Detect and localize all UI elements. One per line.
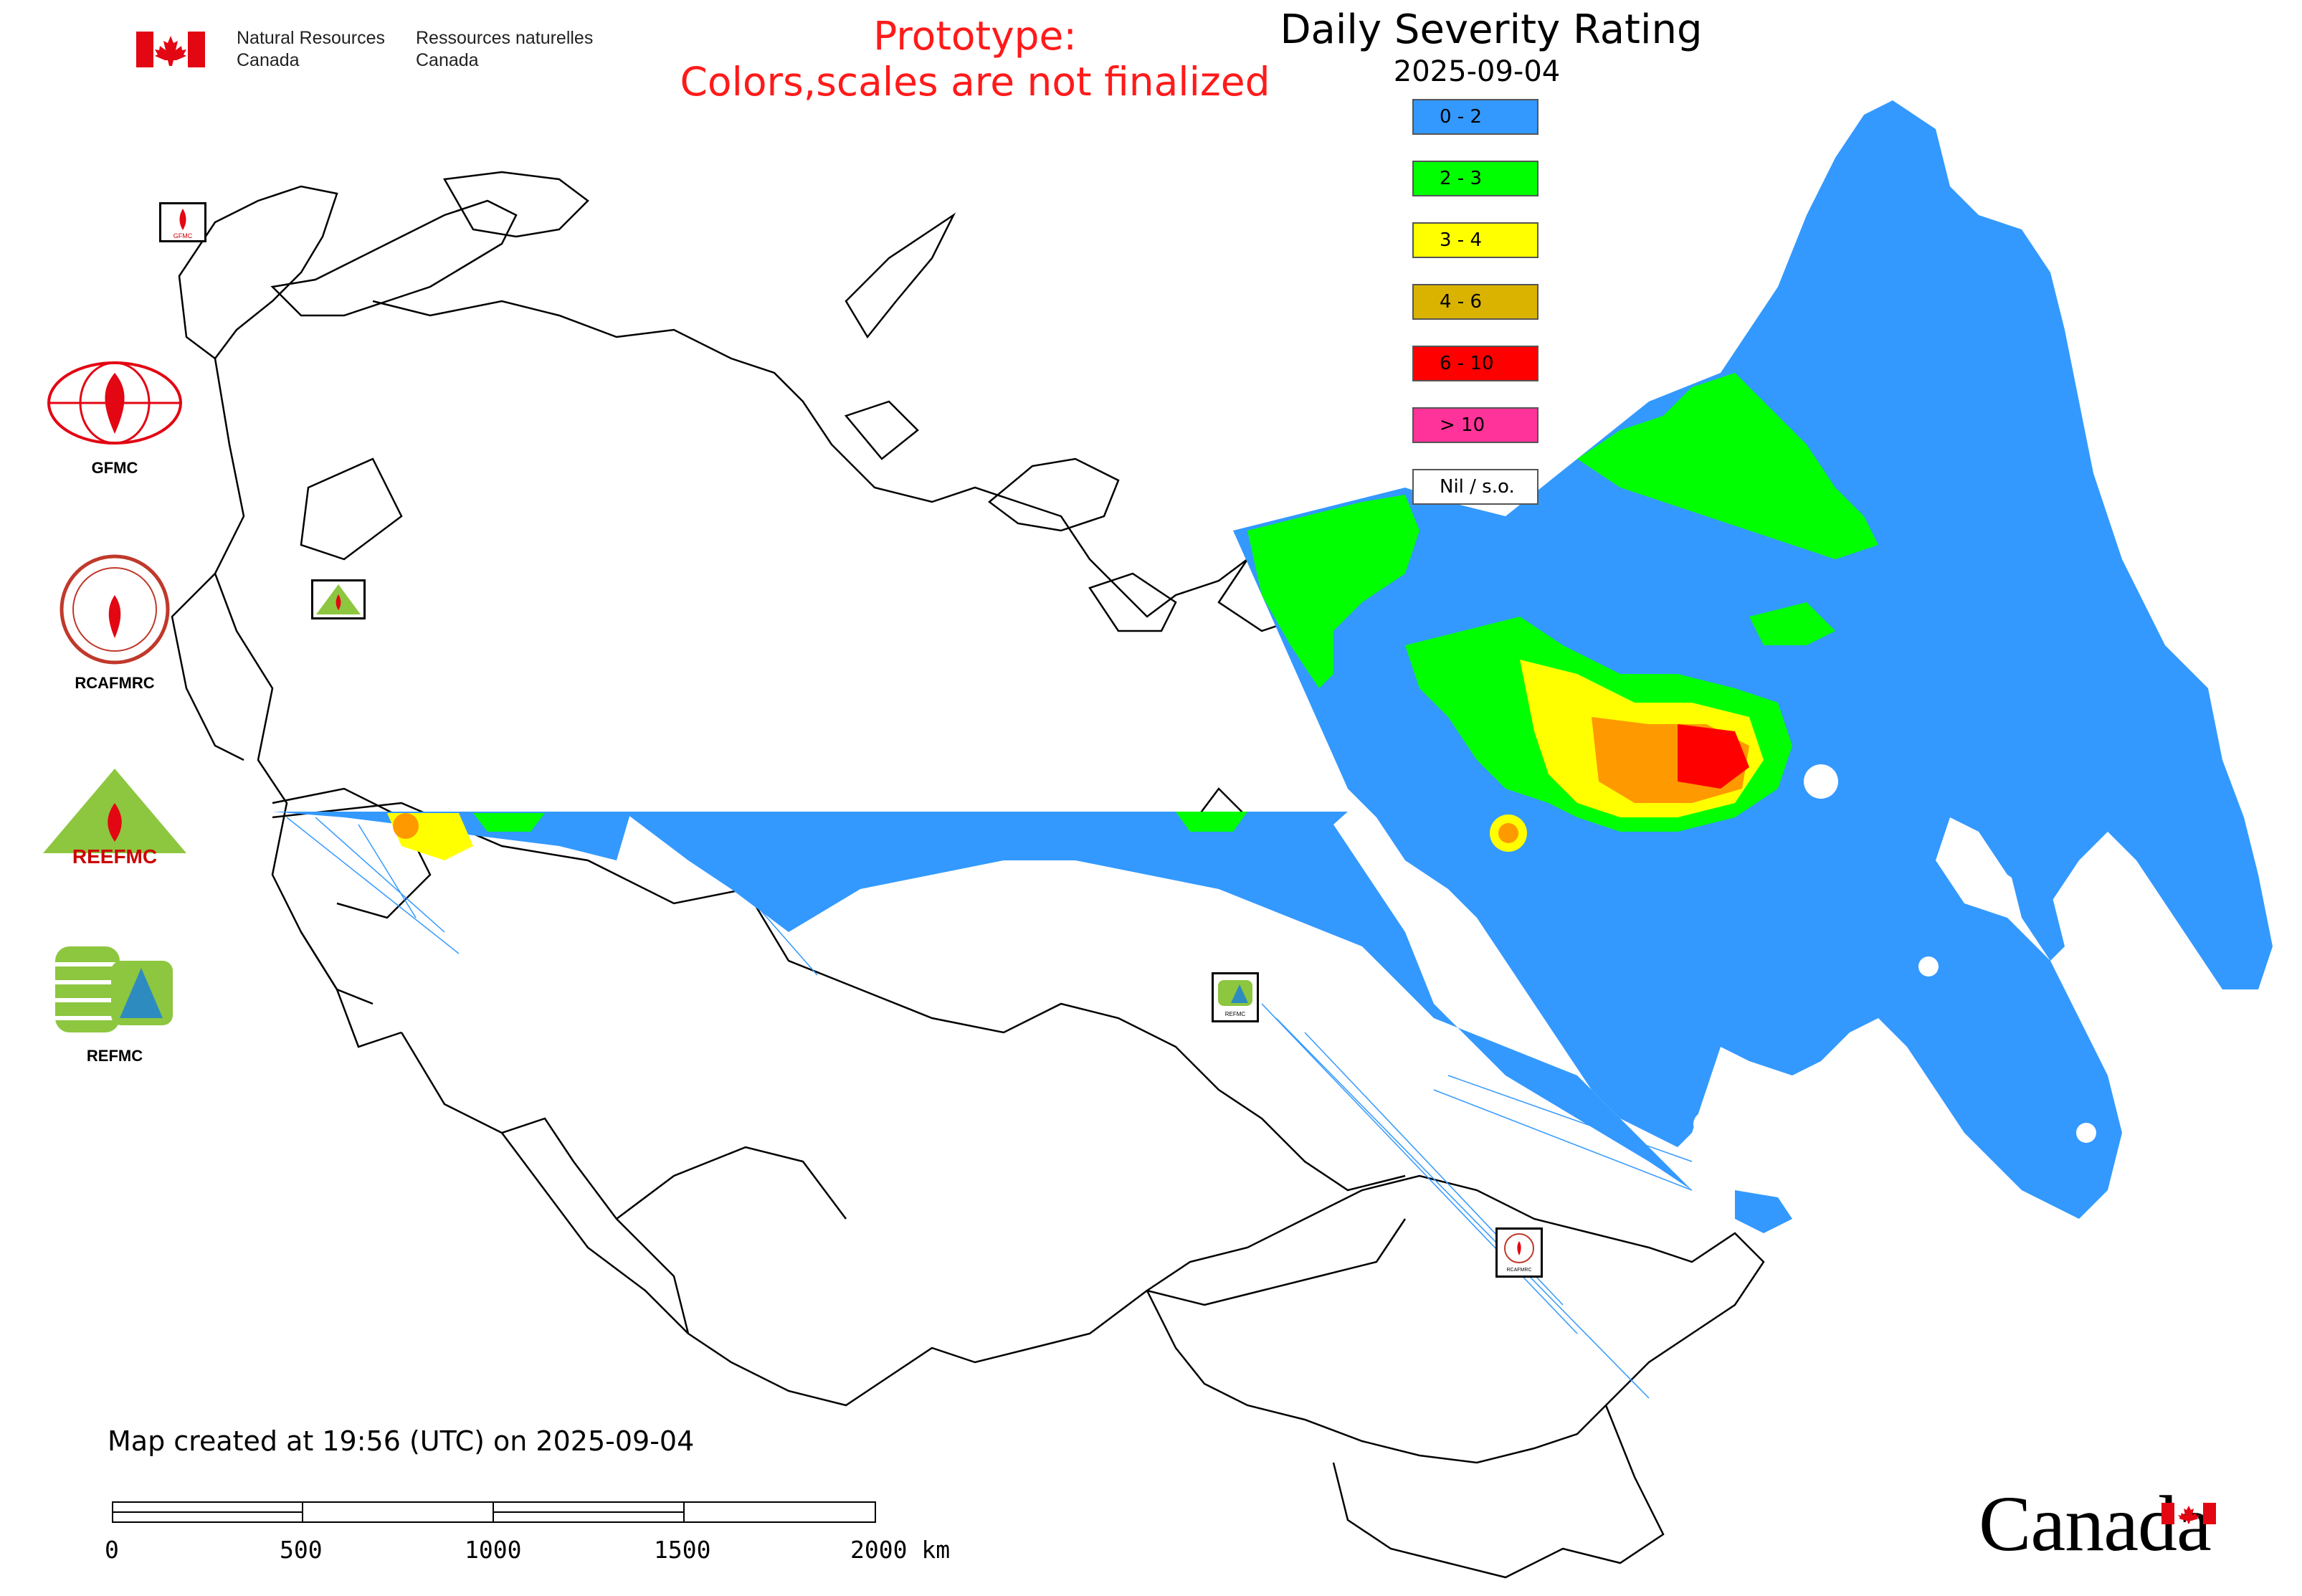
legend-item: > 10 — [1412, 407, 1538, 443]
refmc-label: REFMC — [86, 1047, 143, 1065]
legend-item: 2 - 3 — [1412, 161, 1538, 196]
refmc-logo-icon — [55, 946, 173, 1032]
scale-label: 2000 km — [850, 1536, 951, 1564]
map-marker-rcafmrc[interactable]: RCAFMRC — [1495, 1227, 1543, 1278]
legend-label: Nil / s.o. — [1440, 476, 1515, 498]
scale-label: 500 — [280, 1536, 323, 1564]
legend-item: 4 - 6 — [1412, 284, 1538, 320]
rcafmrc-logo-icon — [60, 554, 170, 665]
scale-label: 1000 — [465, 1536, 522, 1564]
legend-item: Nil / s.o. — [1412, 469, 1538, 505]
legend-label: 4 - 6 — [1440, 291, 1482, 313]
prototype-line2: Colors,scales are not finalized — [680, 59, 1270, 105]
gfmc-label: GFMC — [91, 459, 138, 477]
map-created-note: Map created at 19:56 (UTC) on 2025-09-04 — [108, 1425, 695, 1457]
prototype-notice: Prototype: Colors,scales are not finaliz… — [660, 13, 1290, 105]
map-marker-gfmc[interactable]: GFMC — [159, 202, 206, 242]
rcafmrc-marker-label: RCAFMRC — [1507, 1268, 1532, 1273]
raster-artifact-band — [272, 812, 1693, 1399]
map-marker-refmc[interactable]: REFMC — [1212, 972, 1259, 1022]
rcafmrc-logo: RCAFMRC — [36, 552, 194, 693]
gfmc-logo-icon — [47, 361, 182, 445]
legend-item: 0 - 2 — [1412, 99, 1538, 135]
refmc-marker-icon: REFMC — [1218, 980, 1252, 1017]
legend-label: > 10 — [1440, 414, 1485, 436]
legend-label: 3 - 4 — [1440, 229, 1482, 251]
prototype-line1: Prototype: — [873, 13, 1077, 59]
reefmc-logo-icon: REEFMC — [43, 769, 186, 868]
gfmc-marker-label: GFMC — [173, 232, 193, 239]
department-en-line1: Natural Resources — [237, 28, 386, 48]
canada-flag-icon — [136, 32, 205, 67]
legend-label: 6 - 10 — [1440, 353, 1494, 374]
gfmc-logo: GFMC — [36, 358, 194, 478]
department-name-fr: Ressources naturelles Canada — [416, 27, 593, 72]
legend-item: 3 - 4 — [1412, 222, 1538, 258]
legend-label: 0 - 2 — [1440, 106, 1482, 128]
department-fr-line1: Ressources naturelles — [416, 28, 594, 48]
department-en-line2: Canada — [237, 50, 300, 70]
scale-label: 1500 — [654, 1536, 711, 1564]
gfmc-marker-icon: GFMC — [173, 209, 193, 239]
wordmark-flag-icon — [2161, 1503, 2216, 1524]
refmc-logo: REFMC — [36, 939, 194, 1065]
country-boundaries — [171, 171, 1765, 1579]
map-title: Daily Severity Rating — [1280, 6, 1703, 53]
reefmc-logo: REEFMC — [36, 767, 194, 870]
reefmc-marker-icon — [316, 584, 361, 614]
department-name-en: Natural Resources Canada — [237, 27, 385, 72]
legend-item: 6 - 10 — [1412, 346, 1538, 381]
refmc-marker-label: REFMC — [1225, 1011, 1246, 1017]
map-marker-reefmc[interactable] — [311, 579, 366, 619]
scale-bar — [112, 1501, 876, 1523]
rcafmrc-marker-icon: RCAFMRC — [1504, 1233, 1534, 1273]
map-date: 2025-09-04 — [1393, 55, 1561, 88]
scale-label: 0 — [105, 1536, 119, 1564]
reefmc-logo-text: REEFMC — [72, 845, 157, 868]
department-fr-line2: Canada — [416, 50, 479, 70]
legend-label: 2 - 3 — [1440, 168, 1482, 189]
rcafmrc-label: RCAFMRC — [75, 674, 155, 692]
severity-raster — [1233, 100, 2273, 1233]
